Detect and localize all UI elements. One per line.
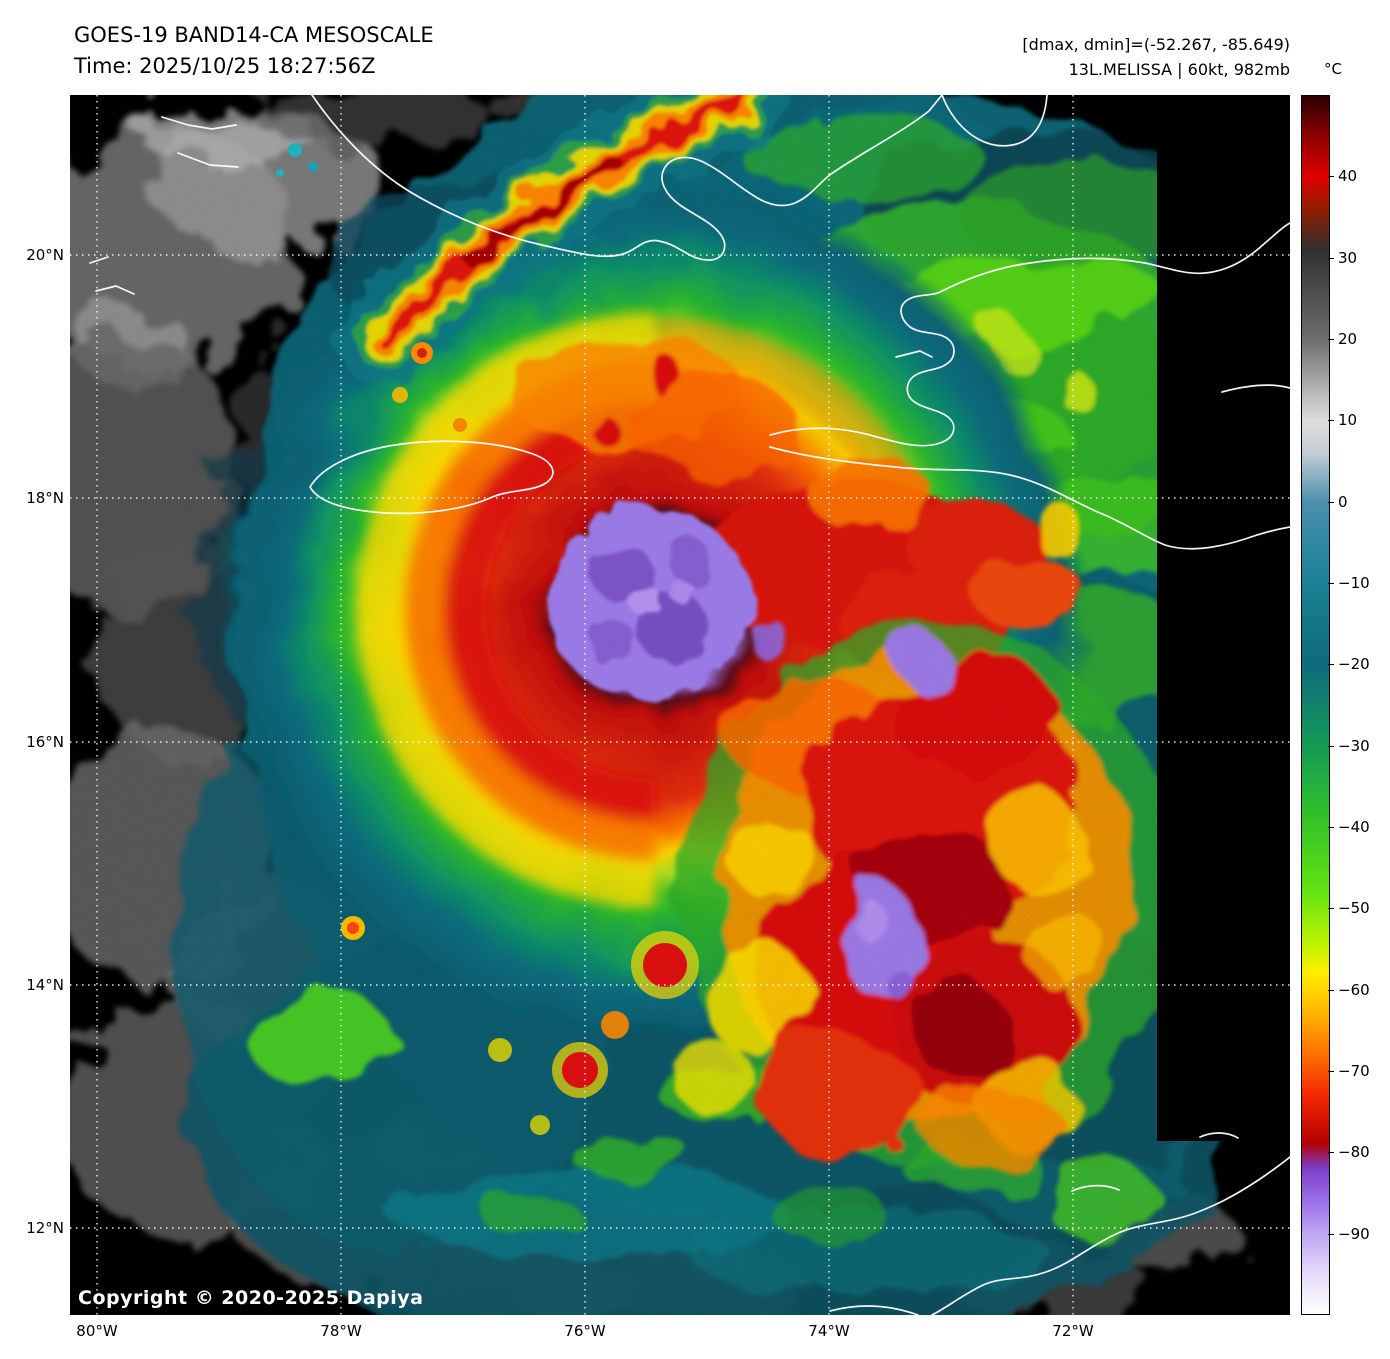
lat-label-16n: 16°N [26, 733, 64, 751]
lon-label-72w: 72°W [1052, 1322, 1094, 1340]
lat-label-14n: 14°N [26, 976, 64, 994]
no-data-strip [1157, 95, 1290, 1141]
colorbar-tick-label: −20 [1328, 655, 1370, 674]
storm-info: 13L.MELISSA | 60kt, 982mb [1068, 60, 1290, 79]
lon-label-80w: 80°W [76, 1322, 118, 1340]
lat-label-20n: 20°N [26, 246, 64, 264]
colorbar-tick-label: −40 [1328, 818, 1370, 836]
figure-header: GOES-19 BAND14-CA MESOSCALE Time: 2025/1… [74, 20, 434, 82]
colorbar-tick-label: 20 [1327, 330, 1358, 348]
lat-label-18n: 18°N [26, 489, 64, 507]
noise-overlay [70, 95, 1290, 1315]
colorbar-unit: °C [1324, 60, 1342, 78]
colorbar-tick-label: 10 [1327, 411, 1358, 430]
colorbar-tick-label: −30 [1328, 736, 1370, 755]
colorbar-tick-label: 0 [1328, 492, 1348, 511]
satellite-map [70, 95, 1290, 1315]
lon-label-76w: 76°W [564, 1322, 606, 1340]
colorbar-tick-label: −60 [1328, 980, 1370, 999]
colorbar-gradient [1302, 96, 1329, 1314]
dmax-dmin-readout: [dmax, dmin]=(-52.267, -85.649) [1022, 35, 1290, 54]
satellite-image [70, 95, 1290, 1315]
colorbar-tick-label: −10 [1328, 574, 1370, 592]
colorbar [1301, 95, 1330, 1315]
colorbar-tick-label: 40 [1327, 167, 1358, 186]
colorbar-tick-label: −90 [1328, 1224, 1370, 1243]
lat-label-12n: 12°N [26, 1219, 64, 1237]
figure-time: Time: 2025/10/25 18:27:56Z [74, 54, 376, 78]
coastlines [89, 95, 1290, 1315]
colorbar-tick-label: −50 [1328, 899, 1370, 918]
colorbar-tick-label: −80 [1328, 1143, 1370, 1162]
figure-title: GOES-19 BAND14-CA MESOSCALE [74, 23, 434, 47]
copyright-notice: Copyright © 2020-2025 Dapiya [78, 1287, 424, 1309]
colorbar-tick-label: 30 [1327, 248, 1358, 267]
colorbar-tick-label: −70 [1328, 1062, 1370, 1080]
figure-meta: [dmax, dmin]=(-52.267, -85.649) 13L.MELI… [1022, 32, 1290, 82]
lon-label-74w: 74°W [808, 1322, 850, 1340]
lon-label-78w: 78°W [320, 1322, 362, 1340]
